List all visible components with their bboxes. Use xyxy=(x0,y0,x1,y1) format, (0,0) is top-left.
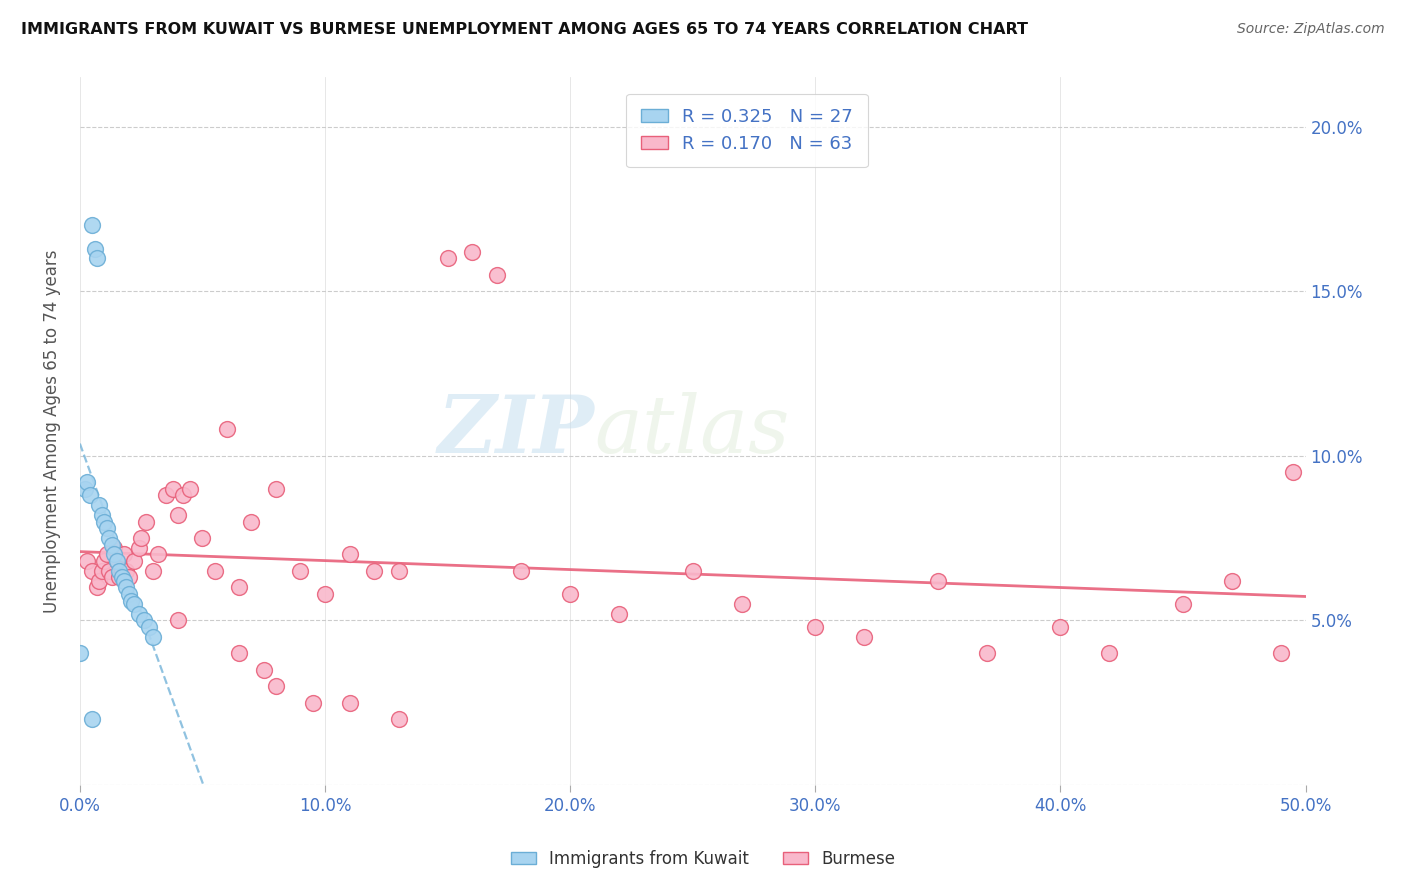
Point xyxy=(228,646,250,660)
Point xyxy=(1049,620,1071,634)
Point xyxy=(98,564,121,578)
Point xyxy=(387,564,409,578)
Point xyxy=(103,541,125,555)
Legend: R = 0.325   N = 27, R = 0.170   N = 63: R = 0.325 N = 27, R = 0.170 N = 63 xyxy=(626,94,868,168)
Point xyxy=(96,548,118,562)
Point xyxy=(122,597,145,611)
Point xyxy=(148,548,170,562)
Point xyxy=(118,570,141,584)
Point xyxy=(82,712,104,726)
Point xyxy=(110,564,132,578)
Point xyxy=(167,508,190,522)
Point xyxy=(83,242,105,256)
Point xyxy=(120,593,142,607)
Text: Source: ZipAtlas.com: Source: ZipAtlas.com xyxy=(1237,22,1385,37)
Point xyxy=(1098,646,1121,660)
Point xyxy=(112,574,135,588)
Point xyxy=(461,244,484,259)
Point xyxy=(976,646,998,660)
Point xyxy=(204,564,226,578)
Point xyxy=(73,482,96,496)
Point xyxy=(731,597,754,611)
Point xyxy=(804,620,827,634)
Point xyxy=(1282,465,1305,479)
Point xyxy=(155,488,177,502)
Point xyxy=(363,564,385,578)
Y-axis label: Unemployment Among Ages 65 to 74 years: Unemployment Among Ages 65 to 74 years xyxy=(44,250,60,613)
Point xyxy=(90,508,112,522)
Point xyxy=(228,580,250,594)
Point xyxy=(142,630,165,644)
Point xyxy=(110,570,132,584)
Point xyxy=(179,482,201,496)
Point xyxy=(607,607,630,621)
Text: atlas: atlas xyxy=(595,392,790,470)
Point xyxy=(240,515,263,529)
Point xyxy=(138,620,160,634)
Legend: Immigrants from Kuwait, Burmese: Immigrants from Kuwait, Burmese xyxy=(505,844,901,875)
Text: IMMIGRANTS FROM KUWAIT VS BURMESE UNEMPLOYMENT AMONG AGES 65 TO 74 YEARS CORRELA: IMMIGRANTS FROM KUWAIT VS BURMESE UNEMPL… xyxy=(21,22,1028,37)
Point xyxy=(387,712,409,726)
Point xyxy=(301,696,323,710)
Point xyxy=(93,515,115,529)
Point xyxy=(98,531,121,545)
Point xyxy=(128,607,150,621)
Point xyxy=(191,531,214,545)
Point xyxy=(172,488,194,502)
Point xyxy=(76,554,98,568)
Point xyxy=(167,613,190,627)
Point xyxy=(100,570,122,584)
Point xyxy=(118,587,141,601)
Point xyxy=(82,564,104,578)
Point xyxy=(69,646,91,660)
Point xyxy=(96,521,118,535)
Point xyxy=(105,554,128,568)
Point xyxy=(1270,646,1292,660)
Point xyxy=(162,482,184,496)
Point xyxy=(135,515,157,529)
Point xyxy=(108,564,131,578)
Point xyxy=(290,564,312,578)
Point xyxy=(129,531,152,545)
Point xyxy=(927,574,949,588)
Point xyxy=(485,268,508,282)
Text: ZIP: ZIP xyxy=(437,392,595,470)
Point xyxy=(105,554,128,568)
Point xyxy=(108,570,131,584)
Point xyxy=(1171,597,1194,611)
Point xyxy=(253,663,276,677)
Point xyxy=(86,580,108,594)
Point xyxy=(89,574,111,588)
Point xyxy=(76,475,98,489)
Point xyxy=(215,422,238,436)
Point xyxy=(510,564,533,578)
Point xyxy=(682,564,704,578)
Point xyxy=(339,548,361,562)
Point xyxy=(93,554,115,568)
Point xyxy=(853,630,876,644)
Point xyxy=(112,548,135,562)
Point xyxy=(264,482,287,496)
Point xyxy=(90,564,112,578)
Point xyxy=(132,613,155,627)
Point xyxy=(82,219,104,233)
Point xyxy=(1220,574,1243,588)
Point xyxy=(436,252,458,266)
Point xyxy=(100,538,122,552)
Point xyxy=(128,541,150,555)
Point xyxy=(115,580,138,594)
Point xyxy=(339,696,361,710)
Point xyxy=(122,554,145,568)
Point xyxy=(314,587,336,601)
Point xyxy=(558,587,581,601)
Point xyxy=(86,252,108,266)
Point xyxy=(264,679,287,693)
Point xyxy=(103,548,125,562)
Point xyxy=(79,488,101,502)
Point xyxy=(142,564,165,578)
Point xyxy=(115,564,138,578)
Point xyxy=(89,498,111,512)
